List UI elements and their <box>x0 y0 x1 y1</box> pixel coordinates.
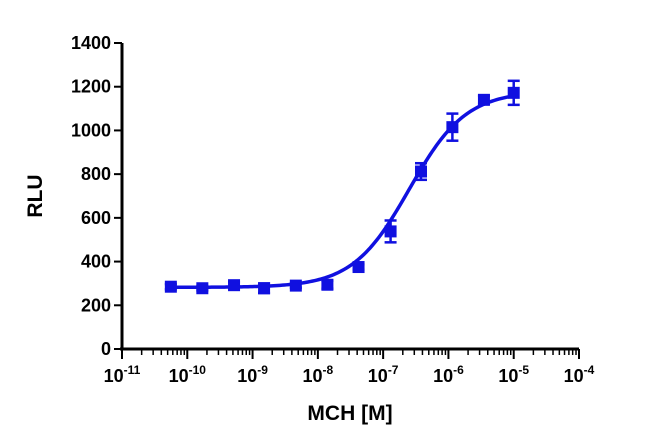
y-tick-label: 1200 <box>71 77 111 97</box>
data-point <box>414 161 427 182</box>
y-tick-label: 800 <box>81 164 111 184</box>
square-marker <box>507 86 520 99</box>
x-tick-label: 10-10 <box>169 363 207 386</box>
square-marker <box>258 282 271 295</box>
square-marker <box>321 278 334 291</box>
square-marker <box>477 93 490 106</box>
x-tick-label: 10-11 <box>104 363 141 386</box>
y-tick-label: 1000 <box>71 120 111 140</box>
x-ticks: 10-11 10-10 10-9 10-8 10-7 10-6 10-5 10-4 <box>104 349 595 386</box>
square-marker <box>164 280 177 293</box>
square-marker <box>446 121 459 134</box>
x-axis-title: MCH [M] <box>307 402 392 425</box>
data-point <box>228 279 241 292</box>
square-marker <box>196 282 209 295</box>
y-tick-label: 1400 <box>71 33 111 53</box>
fit-curve-layer <box>170 94 515 290</box>
data-point <box>507 79 520 107</box>
y-ticks: 0 200 400 600 800 1000 1200 1400 <box>71 33 122 359</box>
data-point <box>352 261 365 274</box>
square-marker <box>289 279 302 292</box>
data-point <box>258 282 271 295</box>
square-marker <box>414 165 427 178</box>
data-point <box>196 282 209 295</box>
square-marker <box>352 261 365 274</box>
y-tick-label: 0 <box>101 339 111 359</box>
square-marker <box>228 279 241 292</box>
data-point <box>289 279 302 292</box>
data-points-layer <box>164 79 520 295</box>
data-point <box>164 280 177 293</box>
y-axis-title: RLU <box>24 174 47 217</box>
x-tick-label: 10-5 <box>498 363 529 386</box>
data-point <box>321 278 334 291</box>
x-tick-label: 10-6 <box>433 363 464 386</box>
x-tick-label: 10-9 <box>237 363 268 386</box>
y-tick-label: 200 <box>81 295 111 315</box>
square-marker <box>384 225 397 238</box>
x-tick-label: 10-7 <box>368 363 399 386</box>
y-tick-label: 400 <box>81 252 111 272</box>
plot-area: 0 200 400 600 800 1000 1200 1400 10-11 10-10 10-9… <box>71 33 595 386</box>
data-point <box>477 93 490 106</box>
data-point <box>384 219 397 244</box>
y-tick-label: 600 <box>81 208 111 228</box>
data-point <box>446 112 459 142</box>
x-tick-label: 10-8 <box>303 363 334 386</box>
x-tick-label: 10-4 <box>564 363 595 386</box>
fit-curve <box>170 94 515 290</box>
